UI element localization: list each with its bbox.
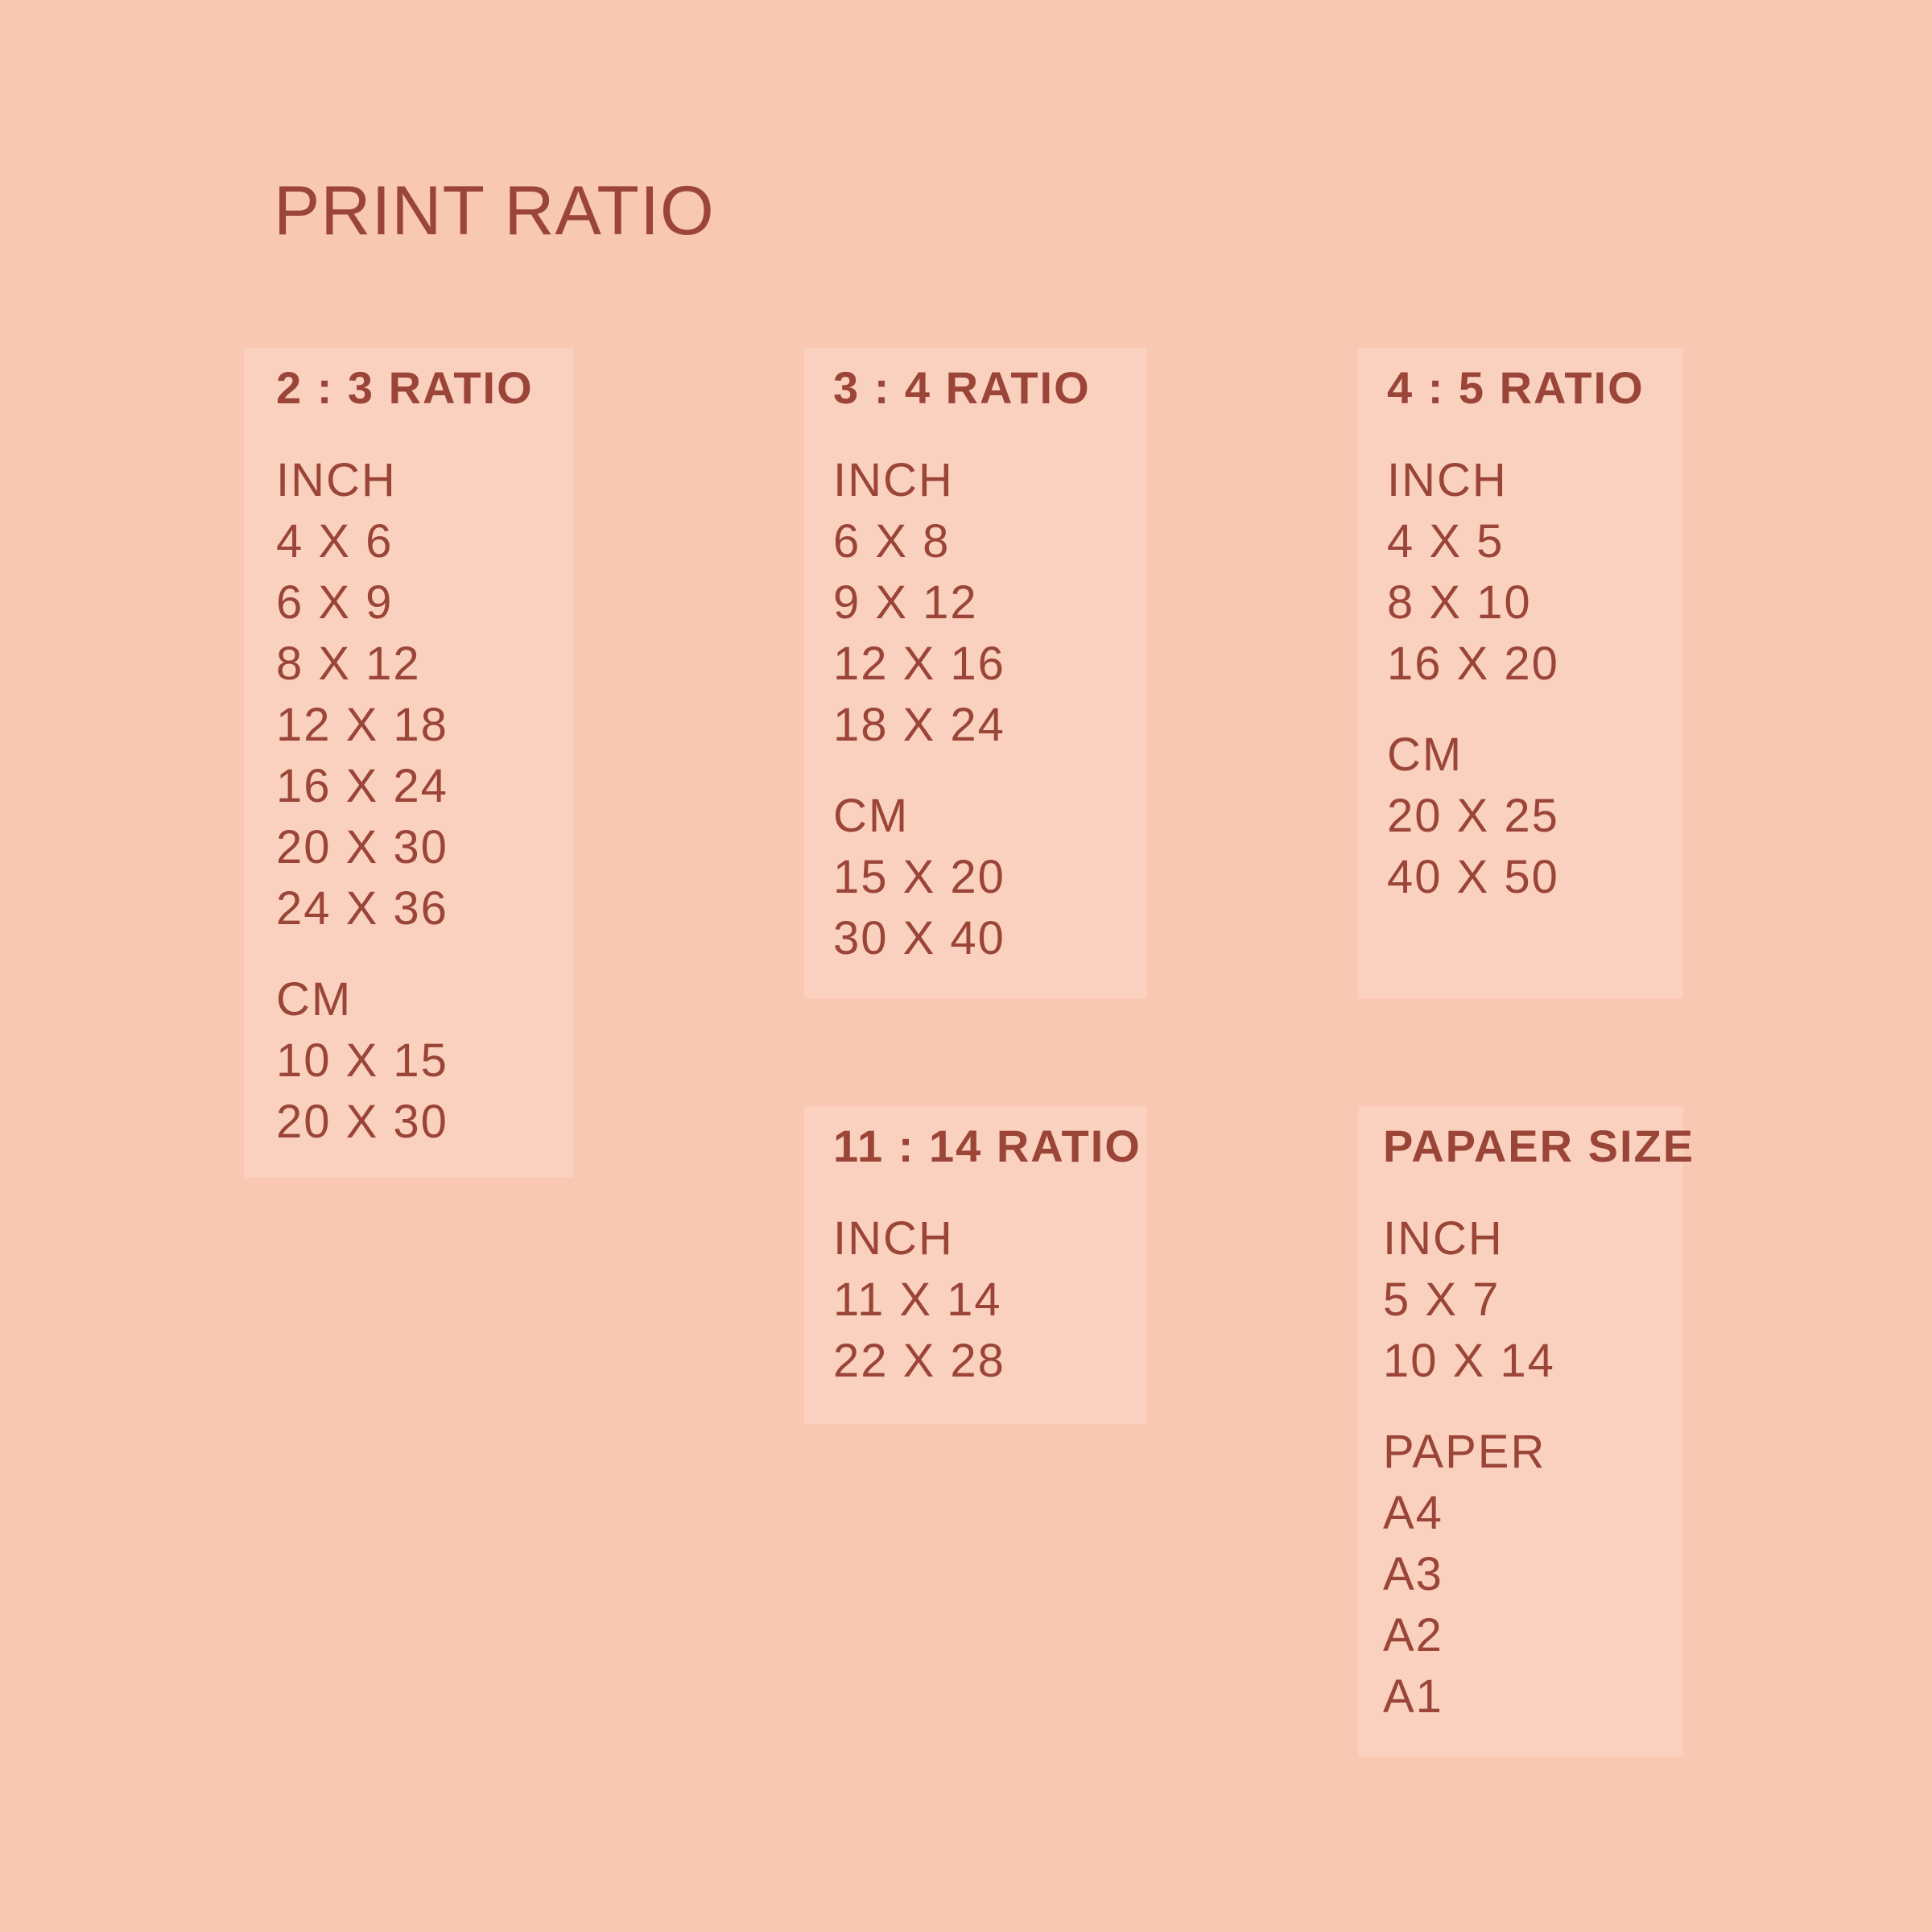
size-item: 11 X 14 bbox=[833, 1274, 1002, 1326]
card-11-14-ratio: 11 : 14 RATIO INCH 11 X 14 22 X 28 bbox=[804, 1106, 1147, 1424]
size-item: 8 X 12 bbox=[276, 638, 421, 690]
group-label: INCH bbox=[1383, 1212, 1504, 1265]
group-label: CM bbox=[833, 790, 910, 842]
size-item: 12 X 16 bbox=[833, 638, 1005, 690]
size-item: 6 X 8 bbox=[833, 515, 951, 568]
size-item: 40 X 50 bbox=[1387, 851, 1559, 903]
size-group: CM 10 X 15 20 X 30 bbox=[276, 969, 573, 1153]
card-paper-size: PAPAER SIZE INCH 5 X 7 10 X 14 PAPER A4 A3 A2 A1 bbox=[1358, 1106, 1695, 1757]
size-group: INCH 4 X 5 8 X 10 16 X 20 bbox=[1387, 450, 1683, 695]
size-item: 8 X 10 bbox=[1387, 576, 1532, 629]
size-item: 20 X 30 bbox=[276, 1096, 448, 1148]
size-item: 6 X 9 bbox=[276, 576, 394, 629]
size-group: INCH 5 X 7 10 X 14 bbox=[1383, 1208, 1683, 1392]
size-group: INCH 4 X 6 6 X 9 8 X 12 12 X 18 16 X 24 20 X 3… bbox=[276, 450, 573, 939]
card-heading: 4 : 5 RATIO bbox=[1387, 362, 1645, 413]
size-item: 5 X 7 bbox=[1383, 1274, 1501, 1326]
size-item: 18 X 24 bbox=[833, 699, 1005, 751]
card-2-3-ratio: 2 : 3 RATIO INCH 4 X 6 6 X 9 8 X 12 12 X 18 16… bbox=[244, 348, 573, 1178]
size-item: A3 bbox=[1383, 1548, 1443, 1600]
card-4-5-ratio: 4 : 5 RATIO INCH 4 X 5 8 X 10 16 X 20 CM 20 X … bbox=[1358, 348, 1683, 998]
card-heading: 2 : 3 RATIO bbox=[276, 362, 534, 413]
size-item: 4 X 6 bbox=[276, 515, 394, 568]
size-item: 12 X 18 bbox=[276, 699, 448, 751]
size-group: INCH 6 X 8 9 X 12 12 X 16 18 X 24 bbox=[833, 450, 1147, 756]
size-item: A1 bbox=[1383, 1670, 1443, 1723]
size-group: CM 20 X 25 40 X 50 bbox=[1387, 724, 1683, 908]
size-item: 24 X 36 bbox=[276, 882, 448, 935]
size-item: 4 X 5 bbox=[1387, 515, 1505, 568]
group-label: INCH bbox=[1387, 454, 1508, 506]
size-group: INCH 11 X 14 22 X 28 bbox=[833, 1208, 1147, 1392]
size-item: 15 X 20 bbox=[833, 851, 1005, 903]
size-group: CM 15 X 20 30 X 40 bbox=[833, 786, 1147, 969]
card-heading: 3 : 4 RATIO bbox=[833, 362, 1091, 413]
size-item: 10 X 14 bbox=[1383, 1335, 1555, 1387]
size-item: A4 bbox=[1383, 1487, 1443, 1539]
group-label: PAPER bbox=[1383, 1426, 1546, 1478]
card-3-4-ratio: 3 : 4 RATIO INCH 6 X 8 9 X 12 12 X 16 18 X 24… bbox=[804, 348, 1147, 998]
size-item: 20 X 25 bbox=[1387, 790, 1559, 842]
group-label: CM bbox=[1387, 729, 1463, 781]
group-label: INCH bbox=[833, 454, 954, 506]
size-item: 22 X 28 bbox=[833, 1335, 1005, 1387]
size-item: 16 X 24 bbox=[276, 760, 448, 812]
card-heading: 11 : 14 RATIO bbox=[833, 1121, 1141, 1171]
size-group: PAPER A4 A3 A2 A1 bbox=[1383, 1422, 1683, 1728]
group-label: CM bbox=[276, 973, 353, 1026]
size-item: 10 X 15 bbox=[276, 1034, 448, 1087]
size-item: 16 X 20 bbox=[1387, 638, 1559, 690]
size-item: 9 X 12 bbox=[833, 576, 978, 629]
group-label: INCH bbox=[276, 454, 397, 506]
size-item: A2 bbox=[1383, 1609, 1443, 1662]
size-item: 20 X 30 bbox=[276, 821, 448, 873]
page-title: PRINT RATIO bbox=[274, 172, 715, 250]
group-label: INCH bbox=[833, 1212, 954, 1265]
card-heading: PAPAER SIZE bbox=[1383, 1121, 1695, 1171]
size-item: 30 X 40 bbox=[833, 912, 1005, 964]
